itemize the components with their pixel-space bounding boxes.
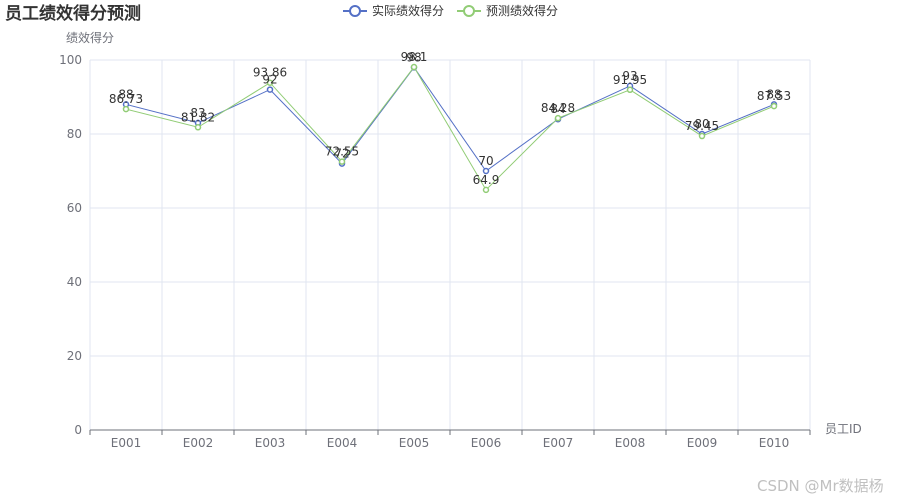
- data-point[interactable]: [410, 63, 418, 71]
- y-tick-label: 100: [59, 53, 82, 67]
- y-tick-label: 40: [67, 275, 82, 289]
- data-label: 88: [118, 87, 133, 101]
- x-tick-label: E008: [615, 436, 646, 450]
- data-label: 83: [190, 106, 205, 120]
- x-tick-label: E005: [399, 436, 430, 450]
- data-label: 91.95: [613, 73, 647, 87]
- x-tick-label: E009: [687, 436, 718, 450]
- axes: 0 20 40 60 80 100 E001 E002 E003 E004 E005 E006 E007…: [59, 53, 811, 450]
- data-label: 98.1: [401, 50, 428, 64]
- data-label: 72: [334, 147, 349, 161]
- legend-label: 实际绩效得分: [372, 3, 444, 18]
- y-tick-label: 20: [67, 349, 82, 363]
- x-tick-label: E004: [327, 436, 358, 450]
- data-label: 93.86: [253, 66, 287, 80]
- data-label: 87.53: [757, 89, 791, 103]
- data-label: 70: [478, 154, 493, 168]
- data-label: 80: [694, 117, 709, 131]
- series-line-1: [125, 66, 775, 191]
- data-label: 72.55: [325, 145, 359, 159]
- x-tick-label: E010: [759, 436, 790, 450]
- x-tick-label: E007: [543, 436, 574, 450]
- legend-item-0[interactable]: 实际绩效得分: [343, 3, 444, 18]
- series-line-0: [125, 66, 775, 172]
- data-label: 86.73: [109, 92, 143, 106]
- data-point[interactable]: [482, 186, 490, 194]
- legend-circle-icon: [463, 5, 475, 17]
- data-label: 79.45: [685, 119, 719, 133]
- data-label: 84: [550, 102, 565, 116]
- data-point[interactable]: [626, 86, 634, 94]
- x-tick-label: E003: [255, 436, 286, 450]
- data-label: 98: [406, 50, 421, 64]
- data-point[interactable]: [698, 132, 706, 140]
- legend-item-1[interactable]: 预测绩效得分: [457, 3, 558, 18]
- series-layer: [122, 63, 778, 194]
- data-label: 93: [622, 69, 637, 83]
- data-point[interactable]: [194, 124, 202, 131]
- legend-circle-icon: [349, 5, 361, 17]
- data-label: 88: [766, 87, 781, 101]
- data-point[interactable]: [770, 102, 778, 110]
- chart-title: 员工绩效得分预测: [5, 3, 141, 24]
- data-point[interactable]: [554, 114, 562, 122]
- y-tick-label: 80: [67, 127, 82, 141]
- data-labels: 8883927298708493808886.7381.8293.8672.55…: [109, 50, 791, 187]
- x-tick-label: E001: [111, 436, 142, 450]
- data-label: 81.82: [181, 110, 215, 124]
- data-label: 92: [262, 73, 277, 87]
- data-point[interactable]: [338, 158, 346, 165]
- x-tick-label: E002: [183, 436, 214, 450]
- data-point[interactable]: [266, 86, 274, 93]
- legend-label: 预测绩效得分: [486, 3, 558, 18]
- data-label: 84.28: [541, 101, 575, 115]
- data-point[interactable]: [122, 105, 130, 113]
- x-axis-name: 员工ID: [825, 422, 862, 436]
- data-label: 64.9: [473, 173, 500, 187]
- data-point[interactable]: [266, 79, 274, 86]
- y-tick-label: 60: [67, 201, 82, 215]
- legend: 实际绩效得分 预测绩效得分: [343, 3, 558, 18]
- watermark: CSDN @Mr数据杨: [757, 477, 884, 495]
- y-axis-name: 绩效得分: [66, 30, 114, 45]
- x-tick-label: E006: [471, 436, 502, 450]
- data-point[interactable]: [482, 167, 490, 175]
- y-tick-label: 0: [74, 423, 82, 437]
